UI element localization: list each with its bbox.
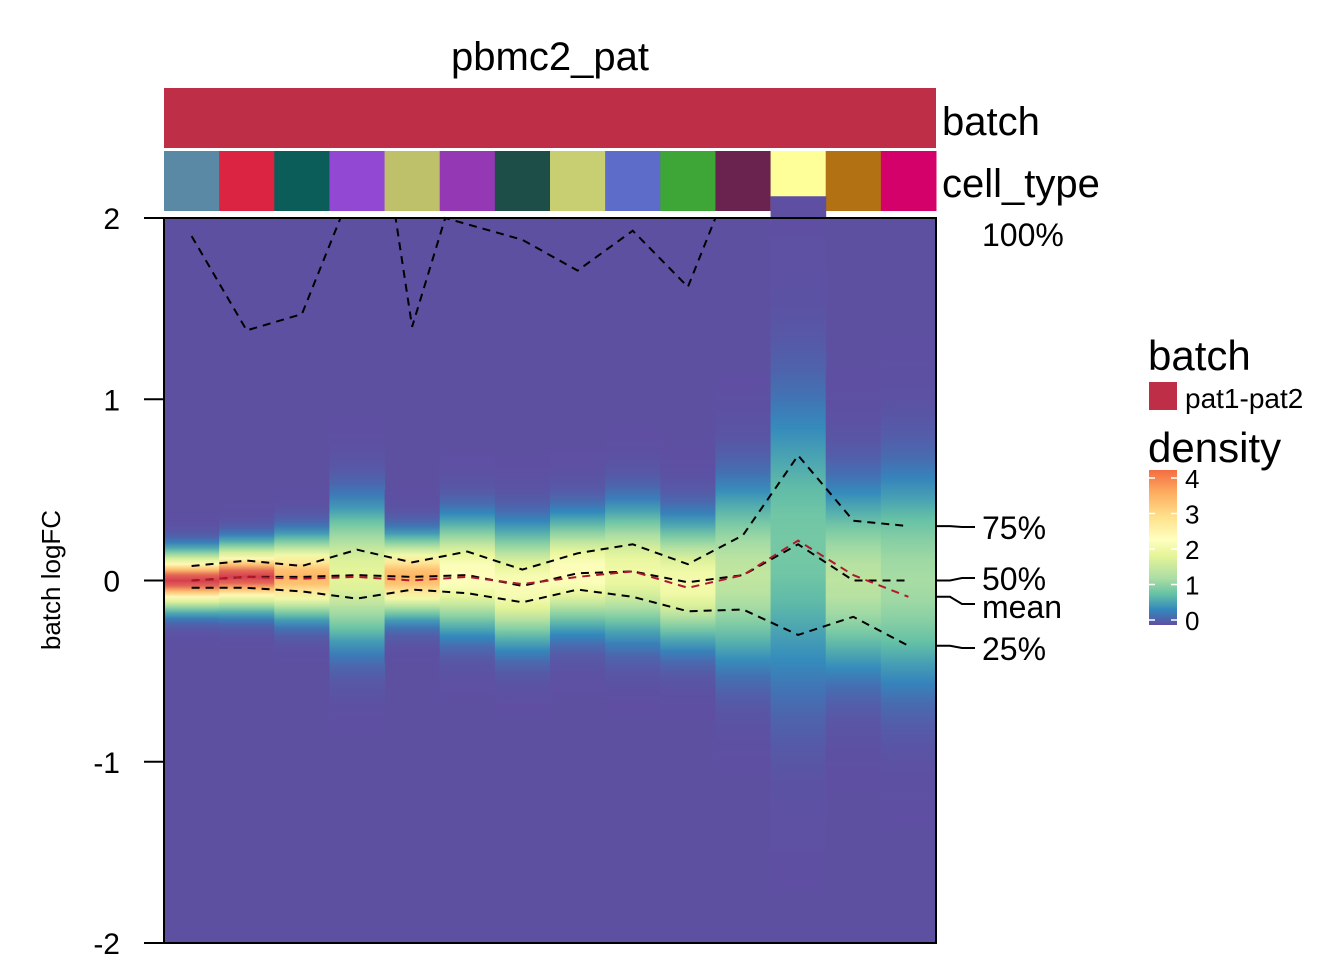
cell-type-cell — [219, 151, 275, 211]
y-tick-label: 2 — [103, 203, 120, 236]
cell-type-cell — [660, 151, 716, 211]
density-tick-label: 4 — [1185, 464, 1199, 494]
density-column — [494, 455, 551, 717]
y-tick-label: 1 — [103, 384, 120, 417]
legend-density-title: density — [1148, 424, 1281, 471]
chart-title: pbmc2_pat — [451, 35, 649, 79]
cell-type-cell — [384, 151, 441, 211]
cell-type-cell — [274, 151, 330, 211]
y-tick-label: -1 — [93, 747, 120, 780]
line-mean — [191, 539, 909, 598]
cell-type-cell — [550, 151, 606, 211]
line-25pct — [191, 586, 909, 647]
legend-density-colorbar — [1149, 470, 1177, 625]
density-tick-label: 3 — [1185, 500, 1199, 530]
cell-type-annotation-row — [164, 151, 937, 211]
cell-type-cell — [605, 151, 661, 211]
label-100: 100% — [982, 217, 1064, 253]
cell-type-cell — [329, 151, 386, 211]
y-tick-label: 0 — [103, 566, 120, 599]
label-connector — [936, 595, 975, 605]
cell-type-cell — [494, 151, 551, 211]
cell-type-cell — [825, 151, 882, 211]
batch-annotation-bar — [164, 88, 936, 148]
batch-annotation-label: batch — [942, 100, 1040, 144]
legend-batch-entry: pat1-pat2 — [1185, 383, 1303, 414]
cell-type-cell — [880, 151, 937, 211]
line-75pct — [191, 453, 909, 571]
cell-type-annotation-label: cell_type — [942, 162, 1100, 206]
label-connector — [936, 525, 975, 528]
label-75: 75% — [982, 510, 1046, 546]
density-tick-label: 1 — [1185, 571, 1199, 601]
density-tick-label: 2 — [1185, 535, 1199, 565]
y-axis-label: batch logFC — [36, 510, 66, 650]
line-100pct — [190, 216, 909, 332]
label-50: 50% — [982, 561, 1046, 597]
density-column — [715, 372, 772, 779]
cell-type-cell — [164, 151, 220, 211]
line-label-connectors — [936, 525, 975, 649]
legend-density-ticks: 4 3 2 1 0 — [1149, 464, 1199, 636]
cell-type-cell — [439, 151, 496, 211]
label-25: 25% — [982, 631, 1046, 667]
line-50pct — [191, 543, 909, 587]
legend-batch-title: batch — [1148, 332, 1251, 379]
y-tick-label: -2 — [93, 928, 120, 960]
label-connector — [936, 644, 975, 649]
label-connector — [936, 577, 975, 582]
legend-batch-swatch — [1149, 382, 1177, 410]
summary-lines — [190, 216, 909, 647]
cell-type-cell — [715, 151, 772, 211]
label-mean: mean — [982, 589, 1062, 625]
y-axis-ticks: 2 1 0 -1 -2 — [93, 203, 164, 960]
density-tick-label: 0 — [1185, 606, 1199, 636]
